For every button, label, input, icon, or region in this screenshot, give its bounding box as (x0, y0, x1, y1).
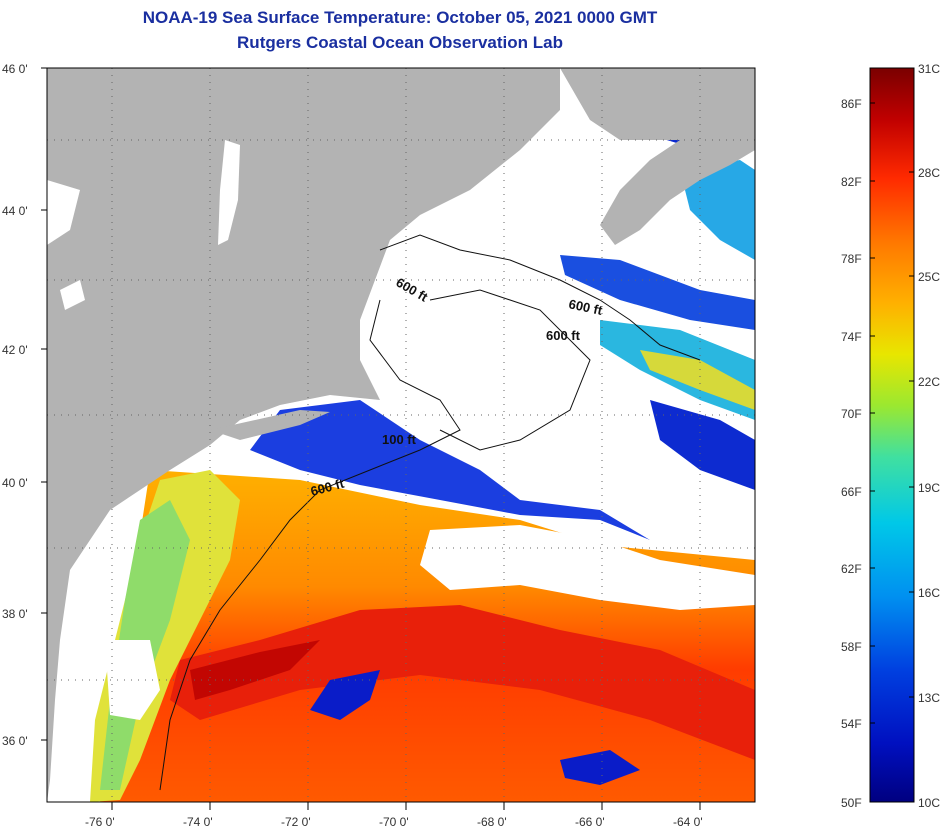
colorbar-fahrenheit-label: 54F (841, 717, 862, 731)
cool-water-patch (560, 750, 640, 785)
cool-water-patch (310, 670, 380, 720)
colorbar-celsius-label: 16C (918, 586, 940, 600)
eastern-water-streak (640, 350, 755, 410)
map-subtitle: Rutgers Coastal Ocean Observation Lab (237, 33, 563, 52)
gulf-stream-dark (190, 640, 320, 700)
lat-label: 40 0' (2, 476, 28, 490)
color-scale-bar (869, 67, 915, 803)
colorbar-celsius-label: 25C (918, 270, 940, 284)
cold-slope-water (250, 400, 650, 540)
colorbar-celsius-label: 22C (918, 375, 940, 389)
colorbar-fahrenheit-label: 66F (841, 485, 862, 499)
inland-cloud (60, 280, 85, 310)
colorbar-fahrenheit-label: 86F (841, 97, 862, 111)
cloud-patch (105, 640, 160, 720)
colorbar-ticks (870, 102, 914, 724)
colorbar-fahrenheit-label: 78F (841, 252, 862, 266)
lon-label: -68 0' (477, 815, 507, 829)
colorbar-celsius-label: 31C (918, 62, 940, 76)
colorbar-celsius-label: 28C (918, 166, 940, 180)
long-island (210, 410, 330, 440)
depth-contour-600ft (159, 299, 461, 791)
lon-label: -66 0' (575, 815, 605, 829)
eastern-water-streak (650, 400, 755, 490)
inland-cloud (218, 140, 240, 245)
colorbar-fahrenheit-label: 62F (841, 562, 862, 576)
colorbar-fahrenheit-label: 70F (841, 407, 862, 421)
lat-label: 38 0' (2, 607, 28, 621)
colorbar-celsius-label: 13C (918, 691, 940, 705)
colorbar-fahrenheit-label: 50F (841, 796, 862, 810)
lat-label: 36 0' (2, 734, 28, 748)
lat-label: 44 0' (2, 204, 28, 218)
lat-label: 46 0' (2, 62, 28, 76)
contour-label: 100 ft (382, 432, 417, 447)
lon-label: -70 0' (379, 815, 409, 829)
lon-label: -76 0' (85, 815, 115, 829)
colorbar-fahrenheit-label: 74F (841, 330, 862, 344)
axis-ticks (41, 67, 701, 810)
lon-label: -72 0' (281, 815, 311, 829)
eastern-water-streak (680, 160, 755, 260)
contour-label: 600 ft (567, 296, 604, 318)
colorbar-fahrenheit-label: 82F (841, 175, 862, 189)
contour-label: 600 ft (546, 328, 581, 343)
colorbar-celsius-label: 10C (918, 796, 940, 810)
depth-contour-600ft (379, 234, 701, 361)
map-frame (46, 67, 756, 803)
lon-label: -64 0' (673, 815, 703, 829)
lat-label: 42 0' (2, 343, 28, 357)
depth-contour-100ft (429, 289, 591, 451)
inland-cloud (47, 180, 80, 245)
colorbar-fahrenheit-label: 58F (841, 640, 862, 654)
eastern-water-streak (560, 255, 755, 330)
colorbar-celsius-label: 19C (918, 481, 940, 495)
map-field (47, 68, 755, 802)
land-mass (47, 68, 560, 802)
nova-scotia-land (560, 68, 755, 245)
lon-label: -74 0' (183, 815, 213, 829)
map-title: NOAA-19 Sea Surface Temperature: October… (142, 8, 658, 27)
cloud-patch (420, 525, 755, 610)
